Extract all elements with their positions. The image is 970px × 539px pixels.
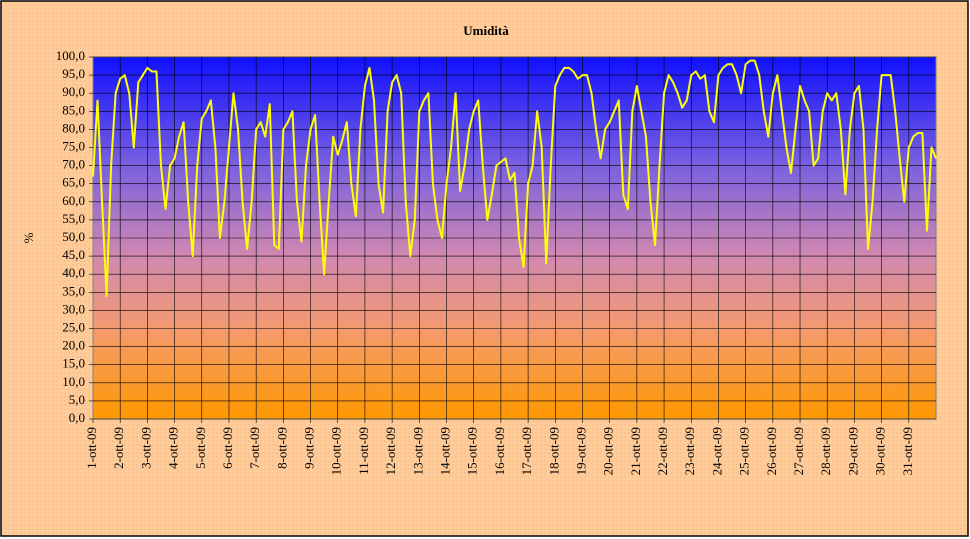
y-tick-label: 30,0 xyxy=(62,301,85,316)
x-tick-label: 18-ott-09 xyxy=(546,427,561,475)
x-tick-label: 1-ott-09 xyxy=(84,427,99,469)
x-tick-label: 26-ott-09 xyxy=(764,427,779,475)
x-tick-label: 24-ott-09 xyxy=(709,427,724,475)
y-tick-label: 50,0 xyxy=(62,229,85,244)
x-tick-label: 22-ott-09 xyxy=(655,427,670,475)
x-tick-label: 4-ott-09 xyxy=(166,427,181,469)
x-tick-label: 15-ott-09 xyxy=(465,427,480,475)
x-tick-label: 11-ott-09 xyxy=(356,427,371,475)
x-tick-label: 5-ott-09 xyxy=(193,427,208,469)
x-tick-label: 29-ott-09 xyxy=(845,427,860,475)
x-tick-label: 25-ott-09 xyxy=(737,427,752,475)
x-tick-label: 31-ott-09 xyxy=(900,427,915,475)
x-tick-label: 28-ott-09 xyxy=(818,427,833,475)
x-tick-label: 20-ott-09 xyxy=(601,427,616,475)
y-tick-label: 85,0 xyxy=(62,102,85,117)
y-axis-label: % xyxy=(21,232,36,243)
x-tick-label: 23-ott-09 xyxy=(682,427,697,475)
y-tick-label: 40,0 xyxy=(62,265,85,280)
y-tick-label: 35,0 xyxy=(62,283,85,298)
y-tick-label: 45,0 xyxy=(62,247,85,262)
x-tick-label: 27-ott-09 xyxy=(791,427,806,475)
x-tick-label: 30-ott-09 xyxy=(873,427,888,475)
chart-title: Umidità xyxy=(463,23,509,38)
y-tick-label: 70,0 xyxy=(62,157,85,172)
x-tick-label: 17-ott-09 xyxy=(519,427,534,475)
x-tick-label: 7-ott-09 xyxy=(247,427,262,469)
x-tick-label: 21-ott-09 xyxy=(628,427,643,475)
x-tick-label: 2-ott-09 xyxy=(111,427,126,469)
y-tick-label: 65,0 xyxy=(62,175,85,190)
y-tick-label: 25,0 xyxy=(62,319,85,334)
y-tick-label: 20,0 xyxy=(62,338,85,353)
x-tick-label: 9-ott-09 xyxy=(302,427,317,469)
y-tick-label: 80,0 xyxy=(62,120,85,135)
y-tick-label: 60,0 xyxy=(62,193,85,208)
x-tick-label: 3-ott-09 xyxy=(138,427,153,469)
y-tick-label: 90,0 xyxy=(62,84,85,99)
y-tick-label: 75,0 xyxy=(62,138,85,153)
data-line xyxy=(92,59,937,297)
x-tick-label: 6-ott-09 xyxy=(220,427,235,469)
x-tick-label: 12-ott-09 xyxy=(383,427,398,475)
x-tick-label: 13-ott-09 xyxy=(410,427,425,475)
x-tick-label: 14-ott-09 xyxy=(438,427,453,475)
y-tick-label: 15,0 xyxy=(62,356,85,371)
y-tick-label: 100,0 xyxy=(56,48,85,63)
y-tick-label: 10,0 xyxy=(62,374,85,389)
x-tick-label: 16-ott-09 xyxy=(492,427,507,475)
y-tick-label: 95,0 xyxy=(62,66,85,81)
y-tick-label: 55,0 xyxy=(62,211,85,226)
y-tick-label: 5,0 xyxy=(69,392,85,407)
x-tick-label: 8-ott-09 xyxy=(274,427,289,469)
y-tick-label: 0,0 xyxy=(69,410,85,425)
x-tick-label: 10-ott-09 xyxy=(329,427,344,475)
x-tick-label: 19-ott-09 xyxy=(573,427,588,475)
